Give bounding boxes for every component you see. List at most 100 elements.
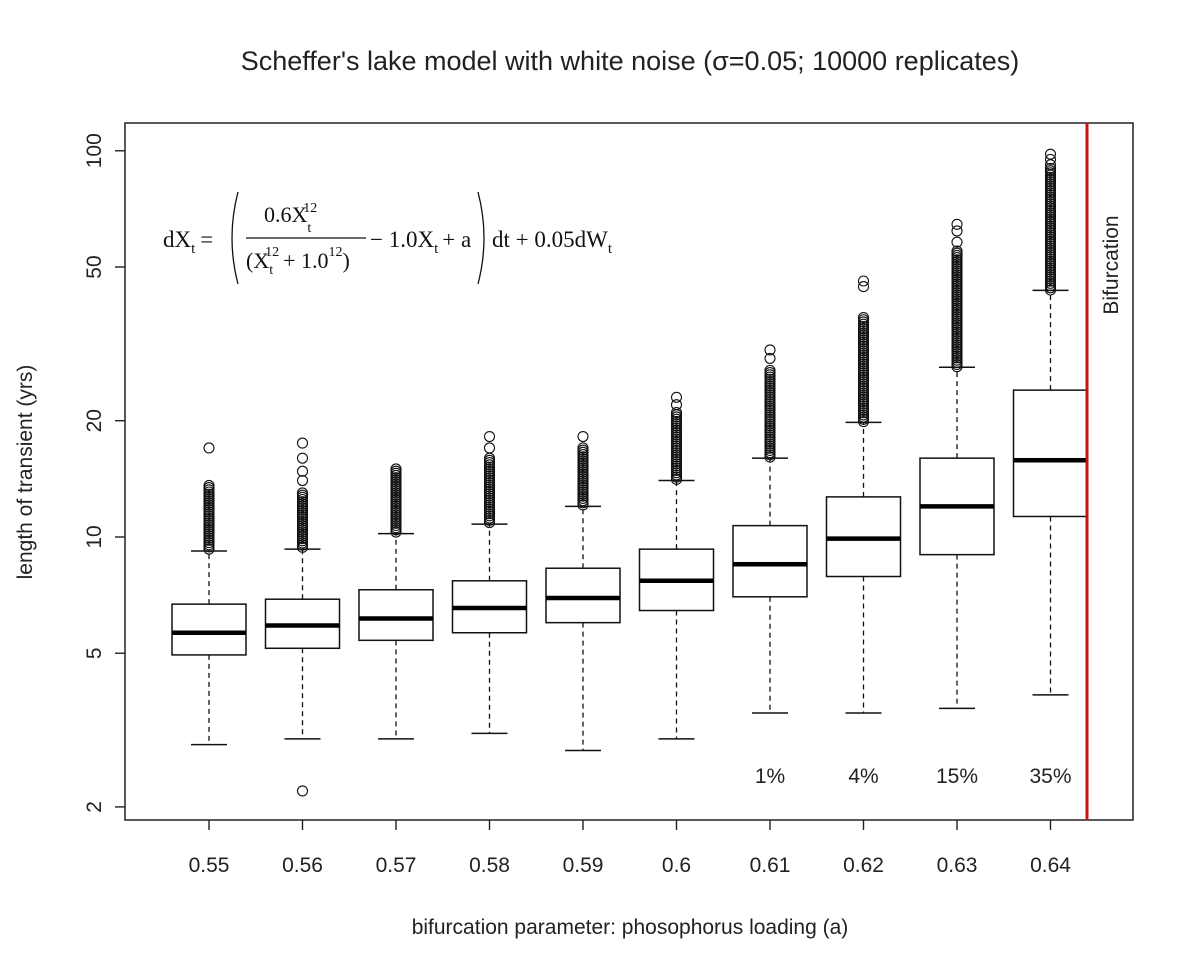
x-tick-label: 0.57 (376, 854, 417, 877)
box-0.59 (545, 430, 621, 752)
eq-equals: = (200, 227, 213, 252)
eq-den-c: ) (343, 248, 350, 273)
eq-sub-t1: t (191, 241, 196, 257)
outlier-point (483, 430, 496, 443)
outlier-point (577, 442, 589, 454)
outlier-point (296, 437, 309, 449)
y-tick-label: 5 (83, 647, 106, 659)
eq-sub-t3: t (269, 263, 273, 278)
outlier-point (1044, 148, 1057, 160)
outlier-point (951, 245, 963, 257)
plot-frame (124, 122, 1134, 821)
outlier-point (951, 225, 963, 237)
outlier-point (577, 430, 589, 443)
bifurcation-label: Bifurcation (1100, 215, 1123, 314)
svg-text:0.6Xt12: 0.6Xt 12 (264, 201, 317, 236)
eq-exp1: 12 (303, 201, 317, 216)
svg-text:(Xt12+ 1.012): (Xt12 + 1.012) (246, 245, 350, 278)
box-0.64 (1012, 148, 1089, 696)
x-tick-label: 0.56 (282, 854, 323, 877)
model-equation: dXt = 0.6Xt12 (Xt12 + 1.012) − 1.0Xt + a dt… (163, 191, 613, 285)
outlier-point (203, 479, 215, 491)
percent-label: 35% (1029, 765, 1071, 788)
outlier-point (670, 399, 683, 411)
x-tick-label: 0.61 (750, 854, 791, 877)
x-axis-label: bifurcation parameter: phosophorus loadi… (412, 916, 849, 939)
y-tick-label: 50 (83, 255, 106, 278)
outlier-point (857, 311, 870, 324)
eq-exp2: 12 (265, 245, 279, 260)
outlier-point (1044, 162, 1057, 174)
eq-mid: − 1.0X (370, 227, 434, 252)
svg-text:− 1.0Xt+ a: − 1.0Xt + a (370, 227, 471, 257)
outlier-point (296, 452, 309, 464)
svg-text:dXt=: dXt = (163, 227, 213, 257)
box-series (171, 148, 1089, 797)
box-0.61 (732, 344, 808, 714)
outlier-point (857, 275, 870, 287)
x-tick-label: 0.6 (662, 854, 691, 877)
percent-label: 4% (848, 765, 878, 788)
y-tick-label: 20 (83, 409, 106, 432)
eq-sub-t4: t (434, 241, 439, 257)
eq-sub-t2: t (307, 221, 311, 236)
box-iqr (1012, 389, 1089, 518)
chart-title: Scheffer's lake model with white noise (… (241, 46, 1020, 76)
outlier-point (296, 474, 309, 487)
outlier-point (1044, 159, 1057, 171)
x-tick-label: 0.62 (843, 854, 884, 877)
box-0.63 (919, 218, 995, 710)
outlier-point (296, 487, 309, 499)
box-iqr (358, 589, 434, 642)
y-tick-label: 2 (83, 801, 106, 813)
box-iqr (171, 603, 247, 656)
eq-tail: dt + 0.05dW (492, 227, 608, 252)
eq-exp3: 12 (329, 245, 343, 260)
y-tick-label: 100 (83, 133, 106, 168)
outlier-point (764, 364, 776, 376)
box-0.6 (638, 391, 715, 740)
x-tick-label: 0.55 (189, 854, 230, 877)
box-0.55 (171, 442, 247, 746)
box-0.57 (358, 463, 434, 740)
box-0.58 (451, 430, 528, 735)
outlier-point (203, 442, 215, 454)
outlier-point (764, 352, 776, 364)
x-tick-label: 0.63 (937, 854, 978, 877)
x-tick-label: 0.64 (1030, 854, 1071, 877)
box-0.62 (825, 275, 902, 714)
svg-text:dt + 0.05dWt: dt + 0.05dWt (492, 227, 613, 257)
y-axis: 2 5 10 20 50 100 (83, 133, 125, 813)
box-0.56 (264, 437, 341, 797)
box-iqr (545, 567, 621, 624)
y-tick-label: 10 (83, 525, 106, 548)
eq-den-b: + 1.0 (283, 248, 328, 273)
outlier-point (951, 236, 963, 248)
outlier-point (296, 465, 309, 477)
y-axis-label: length of transient (yrs) (14, 365, 37, 580)
eq-den-a: (X (246, 248, 269, 273)
left-bracket (231, 191, 239, 285)
box-iqr (732, 524, 808, 598)
eq-lhs: dX (163, 227, 192, 252)
outlier-point (296, 785, 309, 797)
outlier-point (764, 344, 776, 356)
eq-sub-t5: t (608, 241, 613, 257)
x-tick-label: 0.58 (469, 854, 510, 877)
eq-plus-a: + a (442, 227, 471, 252)
x-axis: 0.55 0.56 0.57 0.58 0.59 0.6 0.61 0.62 0.63 0.64 (189, 820, 1071, 877)
outlier-point (483, 442, 496, 454)
eq-numerator: 0.6X (264, 202, 308, 227)
outlier-point (670, 406, 683, 419)
percent-labels: 1% 4% 15% 35% (755, 765, 1072, 788)
outlier-point (670, 391, 683, 403)
outlier-point (857, 281, 870, 293)
outlier-point (390, 463, 402, 475)
percent-label: 15% (936, 765, 978, 788)
outlier-point (1044, 153, 1057, 165)
x-tick-label: 0.59 (563, 854, 604, 877)
right-bracket (477, 191, 485, 285)
outlier-point (951, 218, 963, 230)
percent-label: 1% (755, 765, 785, 788)
